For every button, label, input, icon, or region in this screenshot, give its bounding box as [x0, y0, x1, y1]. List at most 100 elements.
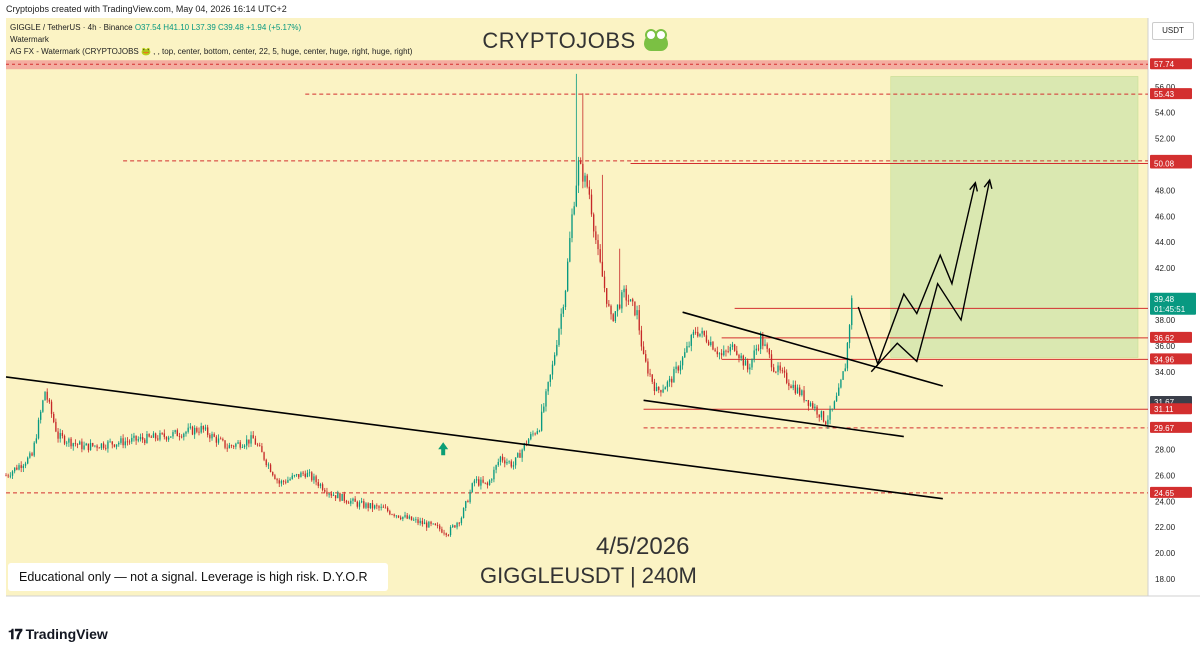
candle-body: [575, 185, 578, 207]
candle-body: [803, 390, 805, 401]
candle-body: [499, 456, 502, 462]
candle-body: [330, 493, 332, 496]
credit-bar: Cryptojobs created with TradingView.com,…: [0, 0, 1200, 18]
price-tag-36-62: [1150, 331, 1192, 343]
y-tick-label: 42.00: [1155, 264, 1176, 273]
candle-body: [120, 438, 122, 443]
candle-body: [87, 443, 90, 451]
candle-body: [525, 443, 528, 445]
candle-body: [790, 385, 792, 389]
candle-body: [157, 438, 159, 440]
candle-body: [46, 391, 48, 400]
candle-body: [647, 361, 649, 374]
candle-body: [406, 515, 408, 519]
candle-body: [556, 344, 558, 356]
candle-body: [829, 409, 831, 420]
candle-body: [397, 515, 400, 518]
price-chart[interactable]: 60.0056.0054.0052.0048.0046.0044.0042.00…: [0, 18, 1200, 600]
candle-body: [564, 290, 567, 308]
candle-body: [230, 445, 233, 447]
candle-body: [536, 431, 538, 434]
candle-body: [220, 438, 222, 440]
candle-body: [328, 493, 330, 495]
candle-body: [475, 479, 478, 481]
candle-body: [202, 425, 205, 430]
y-tick-label: 26.00: [1155, 471, 1176, 480]
candle-body: [777, 365, 779, 372]
candle-body: [434, 523, 437, 526]
candle-body: [619, 304, 621, 309]
candle-body: [37, 419, 40, 439]
candle-body: [649, 373, 651, 375]
candle-body: [482, 479, 484, 483]
candle-body: [222, 439, 224, 441]
candle-body: [642, 346, 645, 355]
tradingview-mark-icon: 𝟏𝟕: [8, 626, 23, 642]
candle-body: [170, 436, 172, 438]
y-tick-label: 52.00: [1155, 135, 1176, 144]
candle-body: [298, 474, 300, 478]
candle-body: [441, 529, 443, 533]
candle-body: [196, 427, 198, 432]
candle-body: [204, 427, 207, 430]
tradingview-logo[interactable]: 𝟏𝟕 TradingView: [8, 626, 108, 643]
candle-body: [304, 473, 306, 477]
candle-body: [493, 469, 495, 480]
currency-button[interactable]: USDT: [1152, 22, 1194, 40]
candle-body: [445, 533, 447, 536]
candle-body: [68, 438, 70, 443]
price-tag-text: 50.08: [1154, 159, 1175, 168]
candle-body: [751, 358, 753, 368]
candle-body: [486, 482, 489, 486]
candle-body: [14, 467, 16, 472]
price-tag-57-74: [1150, 58, 1192, 70]
candle-body: [825, 421, 827, 425]
legend-watermark-label[interactable]: Watermark: [10, 35, 49, 44]
candle-body: [506, 462, 508, 464]
tradingview-logo-text: TradingView: [25, 626, 108, 642]
candle-body: [254, 438, 257, 445]
candle-body: [848, 325, 851, 343]
candle-body: [389, 511, 391, 515]
candle-body: [421, 520, 424, 525]
legend-indicator[interactable]: AG FX - Watermark (CRYPTOJOBS 🐸 , , top,…: [10, 47, 413, 56]
target-box: [890, 76, 1139, 358]
y-tick-label: 46.00: [1155, 212, 1176, 221]
candle-body: [339, 493, 341, 501]
y-tick-label: 18.00: [1155, 575, 1176, 584]
candle-body: [66, 442, 68, 444]
candle-body: [317, 482, 319, 486]
candle-body: [107, 441, 109, 449]
candle-body: [352, 498, 354, 501]
legend-high: H41.10: [163, 23, 190, 32]
candle-body: [89, 443, 92, 451]
candle-body: [662, 389, 664, 393]
candle-body: [601, 261, 604, 277]
price-tag-34-96: [1150, 353, 1192, 365]
y-tick-label: 54.00: [1155, 109, 1176, 118]
candle-body: [22, 465, 25, 468]
candle-body: [295, 474, 298, 476]
candle-body: [360, 501, 363, 503]
candle-body: [621, 292, 623, 309]
candle-body: [241, 446, 244, 448]
candle-body: [844, 368, 846, 372]
candle-body: [42, 400, 44, 412]
candle-body: [228, 445, 231, 449]
candle-body: [530, 434, 532, 440]
legend-ohlc-row[interactable]: GIGGLE / TetherUS · 4h · Binance O37.54 …: [10, 22, 412, 34]
candle-body: [324, 489, 326, 492]
candle-body: [443, 532, 445, 534]
candle-body: [293, 475, 296, 477]
candle-body: [187, 427, 189, 432]
price-tag-50-08: [1150, 157, 1192, 169]
candle-body: [217, 438, 220, 443]
candle-body: [768, 348, 771, 355]
candle-body: [645, 354, 647, 362]
candle-body: [144, 439, 146, 444]
candle-body: [72, 443, 74, 447]
candle-body: [152, 433, 155, 438]
chart-area[interactable]: 60.0056.0054.0052.0048.0046.0044.0042.00…: [0, 18, 1200, 600]
candle-body: [838, 387, 840, 396]
candle-body: [436, 525, 439, 526]
